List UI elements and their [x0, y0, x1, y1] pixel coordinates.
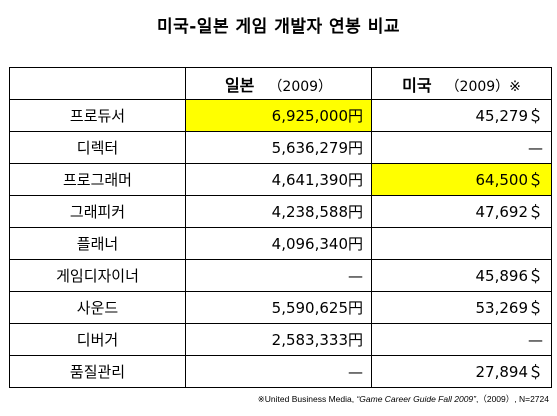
usa-salary-cell: 47,692＄: [371, 195, 552, 228]
header-usa-label: 미국: [402, 75, 432, 95]
table-row: 프로듀서 6,925,000円 45,279＄: [9, 99, 552, 132]
salary-comparison-table: 일본 （2009） 미국 （2009）※ 프로듀서 6,925,000円 45,27…: [9, 67, 552, 388]
usa-salary-cell: [371, 227, 552, 260]
table-row: 그래피커 4,238,588円 47,692＄: [9, 195, 552, 228]
header-usa-year: （2009）※: [445, 78, 521, 95]
table-row: 게임디자이너 — 45,896＄: [9, 259, 552, 292]
usa-salary-cell: 64,500＄: [371, 163, 552, 196]
table-row: 프로그래머 4,641,390円 64,500＄: [9, 163, 552, 196]
japan-salary-cell: 6,925,000円: [185, 99, 372, 132]
usa-salary-cell: 45,896＄: [371, 259, 552, 292]
page-title: 미국-일본 게임 개발자 연봉 비교: [156, 17, 401, 37]
table-row: 품질관리 — 27,894＄: [9, 355, 552, 388]
role-cell: 프로듀서: [9, 99, 186, 132]
header-japan-year: （2009）: [268, 78, 333, 95]
usa-salary-cell: 53,269＄: [371, 291, 552, 324]
role-cell: 디렉터: [9, 131, 186, 164]
japan-salary-cell: 4,238,588円: [185, 195, 372, 228]
table-row: 디버거 2,583,333円 —: [9, 323, 552, 356]
table-row: 사운드 5,590,625円 53,269＄: [9, 291, 552, 324]
source-footnote: ※United Business Media, “Game Career Gui…: [258, 393, 549, 405]
role-cell: 플래너: [9, 227, 186, 260]
usa-salary-cell: 45,279＄: [371, 99, 552, 132]
japan-salary-cell: —: [185, 355, 372, 388]
japan-salary-cell: —: [185, 259, 372, 292]
role-cell: 프로그래머: [9, 163, 186, 196]
table-row: 디렉터 5,636,279円 —: [9, 131, 552, 164]
header-japan-cell: 일본 （2009）: [185, 67, 372, 100]
table-header-row: 일본 （2009） 미국 （2009）※: [9, 67, 552, 100]
footnote-suffix: ,（2009）, N=2724: [475, 394, 549, 404]
role-cell: 품질관리: [9, 355, 186, 388]
header-usa-cell: 미국 （2009）※: [371, 67, 552, 100]
role-cell: 그래피커: [9, 195, 186, 228]
usa-salary-cell: 27,894＄: [371, 355, 552, 388]
japan-salary-cell: 5,636,279円: [185, 131, 372, 164]
japan-salary-cell: 4,096,340円: [185, 227, 372, 260]
header-role-cell: [9, 67, 186, 100]
usa-salary-cell: —: [371, 131, 552, 164]
japan-salary-cell: 4,641,390円: [185, 163, 372, 196]
role-cell: 디버거: [9, 323, 186, 356]
role-cell: 사운드: [9, 291, 186, 324]
table-row: 플래너 4,096,340円: [9, 227, 552, 260]
japan-salary-cell: 2,583,333円: [185, 323, 372, 356]
japan-salary-cell: 5,590,625円: [185, 291, 372, 324]
footnote-source: “Game Career Guide Fall 2009”: [356, 394, 476, 404]
role-cell: 게임디자이너: [9, 259, 186, 292]
usa-salary-cell: —: [371, 323, 552, 356]
header-japan-label: 일본: [224, 75, 255, 95]
footnote-prefix: ※United Business Media,: [257, 394, 357, 404]
